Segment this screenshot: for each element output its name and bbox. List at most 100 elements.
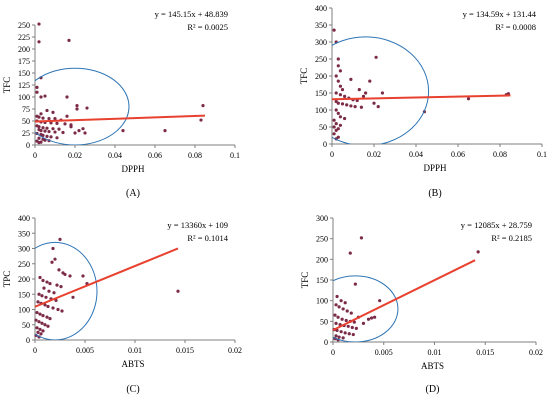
- data-point: [37, 141, 41, 145]
- y-tick-label: 400: [18, 214, 30, 223]
- x-axis-label: DPPH: [121, 164, 145, 174]
- data-point: [344, 318, 348, 323]
- x-axis-label: ABTS: [121, 359, 144, 369]
- data-point: [35, 85, 39, 89]
- data-point: [347, 332, 351, 336]
- x-axis-label: ABTS: [421, 361, 444, 371]
- y-tick-label: 300: [315, 38, 327, 47]
- y-tick-label: 350: [18, 229, 30, 238]
- data-point: [51, 110, 55, 114]
- data-point: [85, 106, 89, 110]
- data-point: [339, 330, 343, 334]
- data-point: [348, 251, 352, 255]
- x-axis-label: DPPH: [423, 163, 447, 173]
- x-tick-label: 0: [33, 346, 37, 355]
- data-point: [51, 306, 55, 310]
- data-point: [351, 332, 355, 337]
- data-point: [338, 69, 342, 73]
- data-point: [334, 108, 338, 112]
- data-point: [51, 127, 55, 131]
- x-tick-label: 0: [331, 348, 335, 357]
- data-point: [337, 335, 341, 339]
- data-point: [369, 316, 374, 320]
- data-point: [58, 237, 62, 241]
- y-tick-label: 50: [22, 321, 30, 330]
- x-tick-label: 0.01: [128, 346, 142, 355]
- data-point: [81, 274, 85, 278]
- y-tick-label: 225: [18, 33, 30, 42]
- data-point: [340, 317, 344, 321]
- data-point: [361, 94, 366, 98]
- x-tick-label: 0.02: [367, 150, 381, 159]
- data-point: [56, 307, 60, 312]
- data-point: [55, 136, 59, 140]
- panel-a: 0 25 50 75 100 125 150 175 200 225 250 0 0.02 0.04 0.0…: [2, 9, 240, 199]
- x-tick-label: 0.015: [176, 346, 194, 355]
- data-point: [45, 134, 49, 138]
- data-point: [121, 129, 125, 133]
- data-point: [47, 129, 51, 134]
- y-tick-label: 350: [315, 21, 327, 30]
- data-point: [378, 299, 382, 303]
- y-tick-label: 75: [22, 105, 30, 114]
- data-point: [34, 318, 38, 322]
- data-point: [357, 88, 361, 92]
- data-point: [380, 91, 384, 95]
- data-point: [336, 79, 340, 83]
- data-point: [39, 332, 43, 336]
- panel-c: 0 50 100 150 200 250 300 350 400 0 0.005 0.01 0.015 0…: [2, 214, 242, 395]
- data-point: [35, 310, 39, 315]
- data-point: [336, 111, 340, 115]
- panel-label: (D): [426, 384, 440, 395]
- data-point: [343, 331, 347, 335]
- data-point: [49, 121, 53, 125]
- data-point: [39, 95, 43, 99]
- x-tick-label: 0.02: [529, 348, 543, 357]
- data-point: [42, 286, 46, 290]
- data-point: [39, 129, 43, 133]
- data-point: [466, 97, 471, 101]
- y-tick-label: 250: [315, 55, 327, 64]
- data-point: [52, 291, 56, 295]
- x-tick-label: 0.06: [148, 151, 162, 160]
- data-point: [49, 135, 53, 139]
- y-tick-label: 250: [18, 260, 30, 269]
- cluster-ellipse: [333, 275, 399, 342]
- data-point: [45, 280, 49, 284]
- y-tick-label: 200: [316, 255, 328, 264]
- y-tick-label: 300: [18, 245, 30, 254]
- data-point: [343, 116, 347, 121]
- regression-equation: y = 12085x + 28.759: [461, 220, 532, 230]
- y-tick-label: 50: [22, 117, 30, 126]
- data-point: [63, 122, 67, 126]
- x-tick-label: 0.1: [537, 150, 547, 159]
- data-point: [41, 133, 45, 137]
- y-tick-label: 200: [18, 275, 30, 284]
- r-squared-label: R² = 0.0025: [187, 22, 228, 32]
- data-point: [199, 118, 203, 122]
- data-point: [336, 315, 340, 319]
- trend-line: [34, 247, 179, 308]
- data-point: [364, 91, 368, 95]
- data-point: [55, 283, 59, 287]
- data-point: [332, 132, 336, 136]
- data-point: [43, 94, 47, 98]
- data-point: [83, 131, 87, 135]
- y-axis-label: TFC: [299, 68, 309, 85]
- trend-line: [34, 114, 206, 123]
- data-point: [67, 38, 71, 42]
- data-point: [336, 101, 340, 105]
- data-point: [373, 315, 377, 319]
- y-tick-label: 50: [319, 123, 327, 132]
- data-point: [41, 278, 45, 283]
- data-point: [48, 281, 52, 286]
- data-point: [38, 275, 42, 280]
- x-tick-label: 0.1: [230, 151, 240, 160]
- data-point: [341, 336, 345, 340]
- data-point: [55, 121, 59, 125]
- data-point: [334, 91, 338, 95]
- data-point: [81, 127, 85, 131]
- data-point: [335, 294, 339, 299]
- y-tick-label: 150: [18, 69, 30, 78]
- data-point: [334, 122, 338, 126]
